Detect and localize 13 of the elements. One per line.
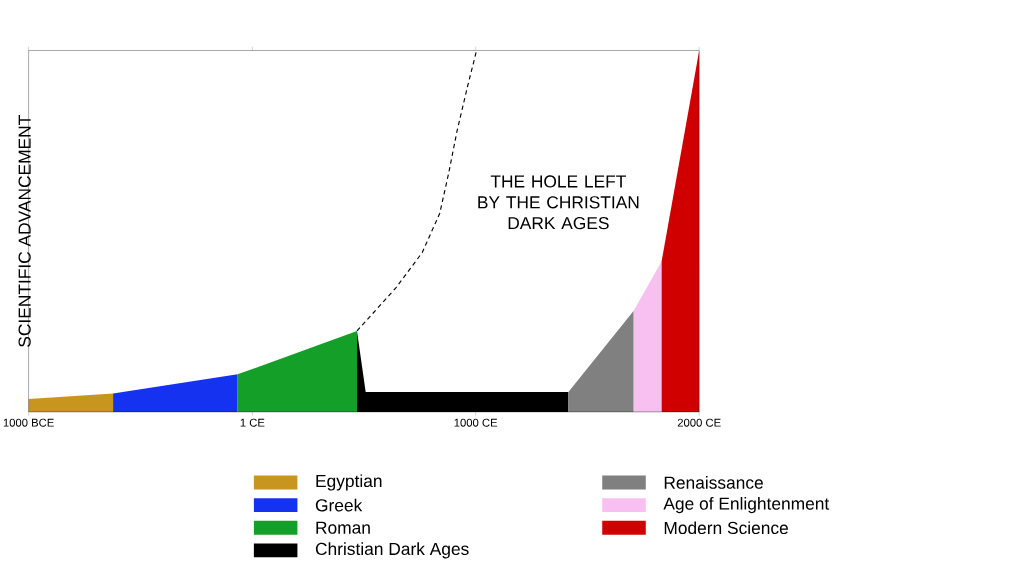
- legend-label: Renaissance: [664, 475, 763, 489]
- legend-label: Modern Science: [664, 521, 788, 534]
- legend-label: Greek: [315, 498, 363, 512]
- x-tick-label: 1000 BCE: [3, 418, 54, 427]
- legend-label: Age of Enlightenment: [663, 496, 830, 514]
- annotation: THE HOLE LEFT BY THE CHRISTIAN DARK AGES: [478, 175, 639, 230]
- legend-label: Roman: [316, 521, 370, 534]
- legend-label: Christian Dark Ages: [315, 542, 469, 559]
- x-tick-label: 1000 CE: [454, 418, 498, 427]
- y-axis-title: SCIENTIFIC ADVANCEMENT: [18, 114, 31, 347]
- x-tick-label: 1 CE: [240, 418, 265, 427]
- x-tick-label: 2000 CE: [677, 418, 721, 427]
- legend-label: Egyptian: [316, 474, 382, 491]
